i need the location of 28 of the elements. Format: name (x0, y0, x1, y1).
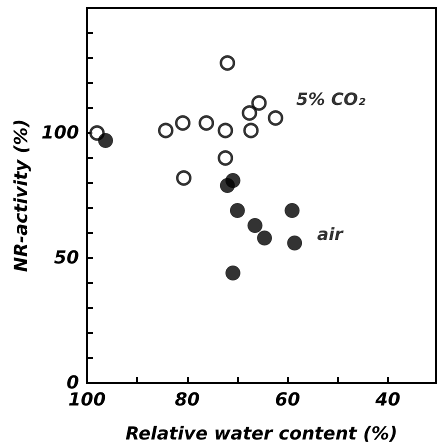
point (225, 266, 240, 280)
x-tick-label: 80 (174, 390, 200, 410)
x-tick-label: 60 (275, 390, 300, 410)
point (176, 170, 192, 186)
point (98, 133, 114, 148)
point (230, 203, 245, 218)
y-axis-title: NR-activity (%) (11, 119, 32, 272)
point (220, 178, 235, 193)
series-label: air (317, 225, 344, 245)
point (220, 55, 236, 71)
point (218, 150, 234, 166)
point (251, 95, 267, 111)
y-tick-label: 100 (41, 122, 79, 144)
y-tick-label: 50 (54, 248, 79, 268)
series-label: 5% CO₂ (296, 90, 366, 110)
x-tick-label: 40 (374, 390, 400, 410)
point (242, 105, 258, 121)
x-axis-title: Relative water content (%) (125, 424, 398, 444)
point (218, 122, 234, 138)
point (284, 203, 300, 218)
point (243, 122, 259, 138)
point (158, 122, 174, 138)
point (268, 110, 284, 126)
point (257, 230, 272, 246)
point (175, 115, 191, 131)
point (287, 236, 302, 250)
point (247, 218, 262, 233)
point (198, 115, 214, 131)
